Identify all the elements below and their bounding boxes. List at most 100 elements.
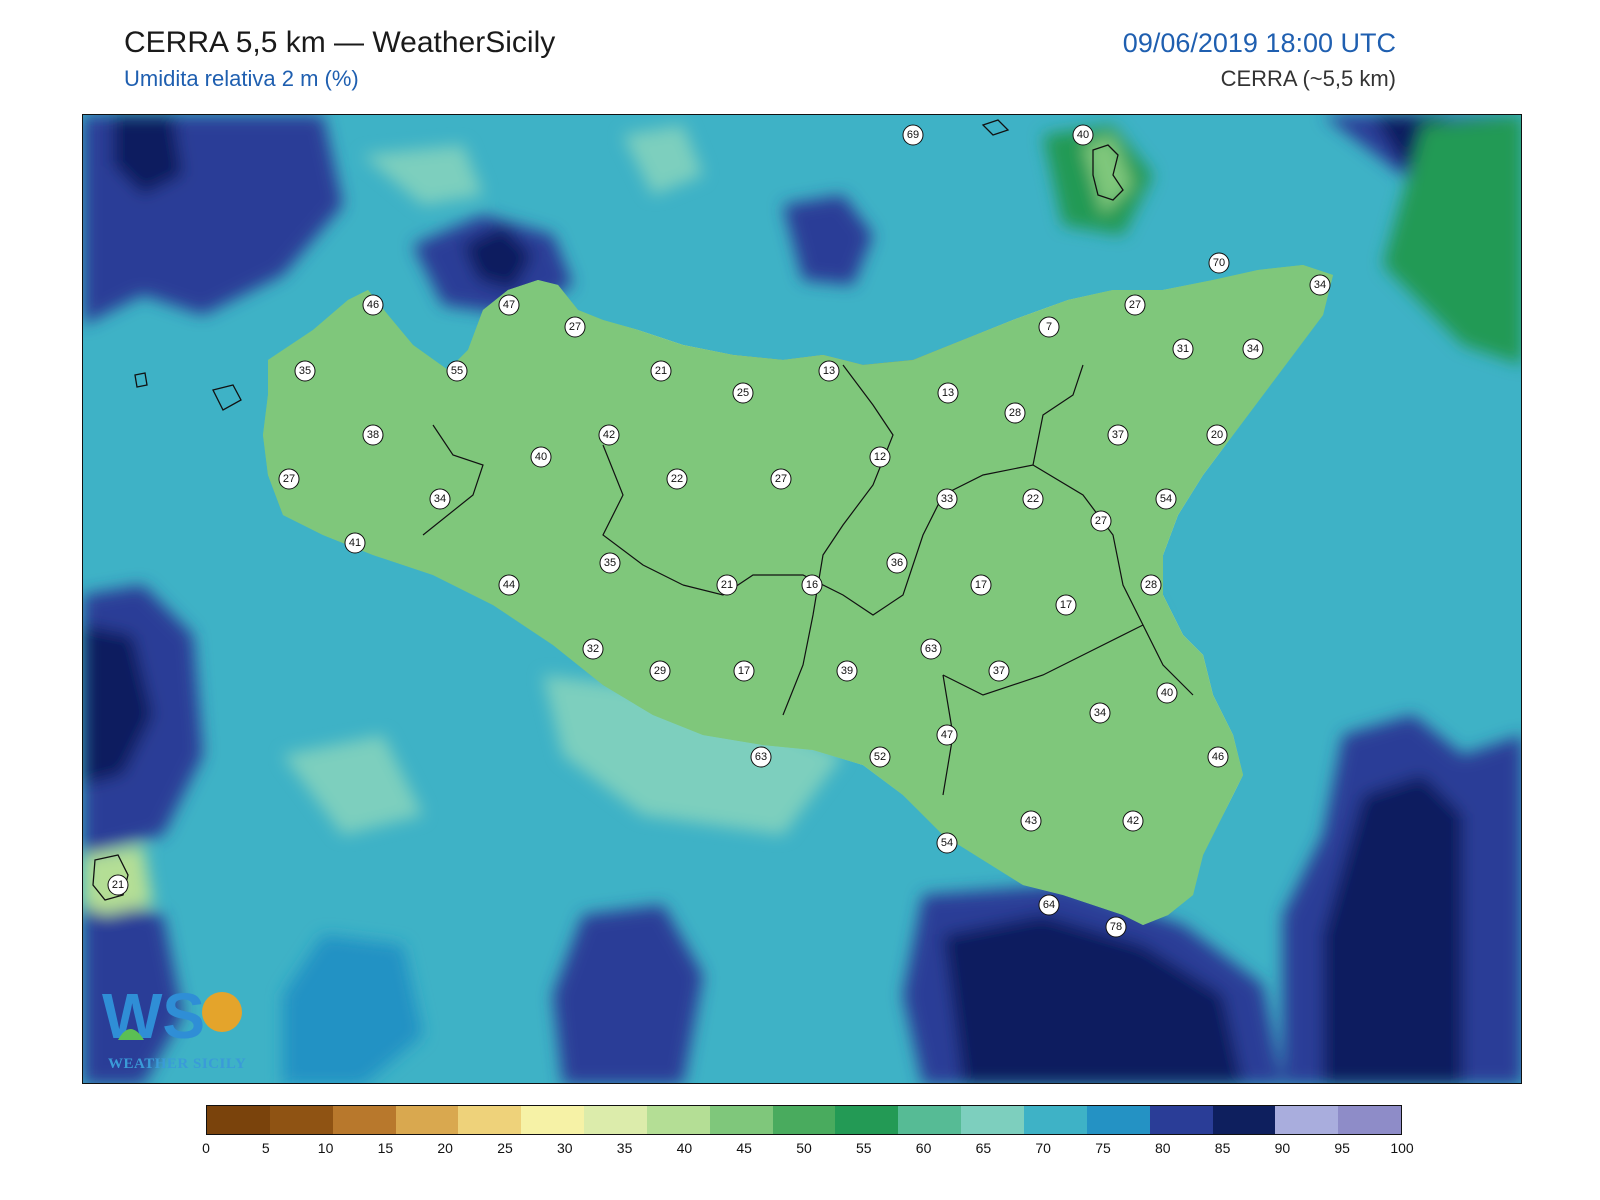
station-marker: 34 <box>429 488 451 510</box>
station-value: 38 <box>367 429 379 441</box>
colorbar-segment <box>772 1106 836 1134</box>
weathersicily-logo: WS <box>100 978 260 1078</box>
station-marker: 34 <box>1089 702 1111 724</box>
colorbar-tick-label: 25 <box>497 1140 513 1156</box>
station-value: 63 <box>755 751 767 763</box>
station-marker: 12 <box>869 446 891 468</box>
station-value: 21 <box>655 365 667 377</box>
station-value: 41 <box>349 537 361 549</box>
station-marker: 35 <box>294 360 316 382</box>
station-value: 39 <box>841 665 853 677</box>
station-marker: 38 <box>362 424 384 446</box>
colorbar-segment <box>584 1106 647 1134</box>
colorbar-segment <box>1338 1106 1402 1134</box>
station-value: 54 <box>1160 493 1172 505</box>
colorbar-segment <box>395 1106 459 1134</box>
station-marker: 54 <box>936 832 958 854</box>
colorbar-tick-label: 35 <box>616 1140 633 1156</box>
station-marker: 32 <box>582 638 604 660</box>
station-value: 46 <box>1212 751 1224 763</box>
station-value: 42 <box>1127 815 1139 827</box>
colorbar-segment <box>207 1106 270 1134</box>
valid-datetime: 09/06/2019 18:00 UTC <box>1122 28 1396 58</box>
station-marker: 33 <box>936 488 958 510</box>
station-marker: 13 <box>937 382 959 404</box>
station-marker: 63 <box>920 638 942 660</box>
colorbar-segment <box>521 1106 585 1134</box>
map-subtitle: Umidita relativa 2 m (%) <box>124 66 359 91</box>
station-value: 52 <box>874 751 886 763</box>
station-marker: 37 <box>988 660 1010 682</box>
colorbar-segment <box>646 1106 710 1134</box>
station-value: 40 <box>535 451 547 463</box>
station-value: 46 <box>367 299 379 311</box>
station-value: 27 <box>569 321 581 333</box>
colorbar-segment <box>458 1106 522 1134</box>
station-value: 25 <box>737 387 749 399</box>
colorbar-tick-label: 55 <box>856 1140 872 1156</box>
station-value: 47 <box>503 299 515 311</box>
station-value: 63 <box>925 643 937 655</box>
station-marker: 46 <box>1207 746 1229 768</box>
station-value: 37 <box>1112 429 1124 441</box>
station-layer: 69 40 70 34 46 47 27 7 31 34 27 35 55 21 13 25 13 28 38 42 4… <box>107 124 1331 938</box>
station-marker: 17 <box>970 574 992 596</box>
station-marker: 42 <box>1122 810 1144 832</box>
station-marker: 40 <box>530 446 552 468</box>
model-label: CERRA (~5,5 km) <box>1220 66 1396 91</box>
station-marker: 54 <box>1155 488 1177 510</box>
colorbar-tick-label: 0 <box>202 1140 210 1156</box>
station-marker: 16 <box>801 574 823 596</box>
station-marker: 21 <box>107 874 129 896</box>
colorbar-tick-label: 10 <box>317 1140 334 1156</box>
station-marker: 35 <box>599 552 621 574</box>
station-value: 22 <box>671 473 683 485</box>
station-marker: 7 <box>1038 316 1060 338</box>
station-value: 34 <box>434 493 446 505</box>
station-value: 27 <box>1095 515 1107 527</box>
station-value: 40 <box>1161 687 1173 699</box>
station-value: 43 <box>1025 815 1037 827</box>
station-value: 69 <box>907 129 919 141</box>
colorbar-tick-label: 75 <box>1095 1140 1111 1156</box>
colorbar-segment <box>1212 1106 1276 1134</box>
station-marker: 41 <box>344 532 366 554</box>
station-marker: 43 <box>1020 810 1042 832</box>
colorbar-segment <box>1086 1106 1150 1134</box>
station-marker: 27 <box>564 316 586 338</box>
map-canvas: 69 40 70 34 46 47 27 7 31 34 27 35 55 21 13 25 13 28 38 42 4… <box>83 115 1521 1083</box>
station-value: 22 <box>1027 493 1039 505</box>
colorbar-segment <box>961 1106 1024 1134</box>
station-value: 27 <box>1129 299 1141 311</box>
colorbar-tick-label: 70 <box>1035 1140 1051 1156</box>
province-borders <box>422 364 1194 796</box>
station-marker: 46 <box>362 294 384 316</box>
colorbar-segment <box>1275 1106 1339 1134</box>
station-value: 40 <box>1077 129 1089 141</box>
station-value: 34 <box>1247 343 1259 355</box>
colorbar-segment <box>269 1106 333 1134</box>
station-value: 27 <box>775 473 787 485</box>
station-marker: 47 <box>498 294 520 316</box>
station-marker: 40 <box>1072 124 1094 146</box>
colorbar-tick-label: 20 <box>437 1140 453 1156</box>
station-value: 33 <box>941 493 953 505</box>
colorbar-tick-label: 40 <box>676 1140 693 1156</box>
station-marker: 63 <box>750 746 772 768</box>
station-value: 55 <box>451 365 463 377</box>
station-marker: 78 <box>1105 916 1127 938</box>
station-marker: 55 <box>446 360 468 382</box>
station-marker: 40 <box>1156 682 1178 704</box>
station-marker: 28 <box>1004 402 1026 424</box>
station-value: 13 <box>942 387 954 399</box>
station-marker: 34 <box>1242 338 1264 360</box>
station-value: 35 <box>604 557 616 569</box>
colorbar-segment <box>898 1106 962 1134</box>
station-value: 17 <box>975 579 987 591</box>
station-marker: 17 <box>1055 594 1077 616</box>
station-marker: 27 <box>770 468 792 490</box>
station-marker: 42 <box>598 424 620 446</box>
station-value: 28 <box>1009 407 1021 419</box>
station-marker: 27 <box>1124 294 1146 316</box>
station-marker: 21 <box>716 574 738 596</box>
